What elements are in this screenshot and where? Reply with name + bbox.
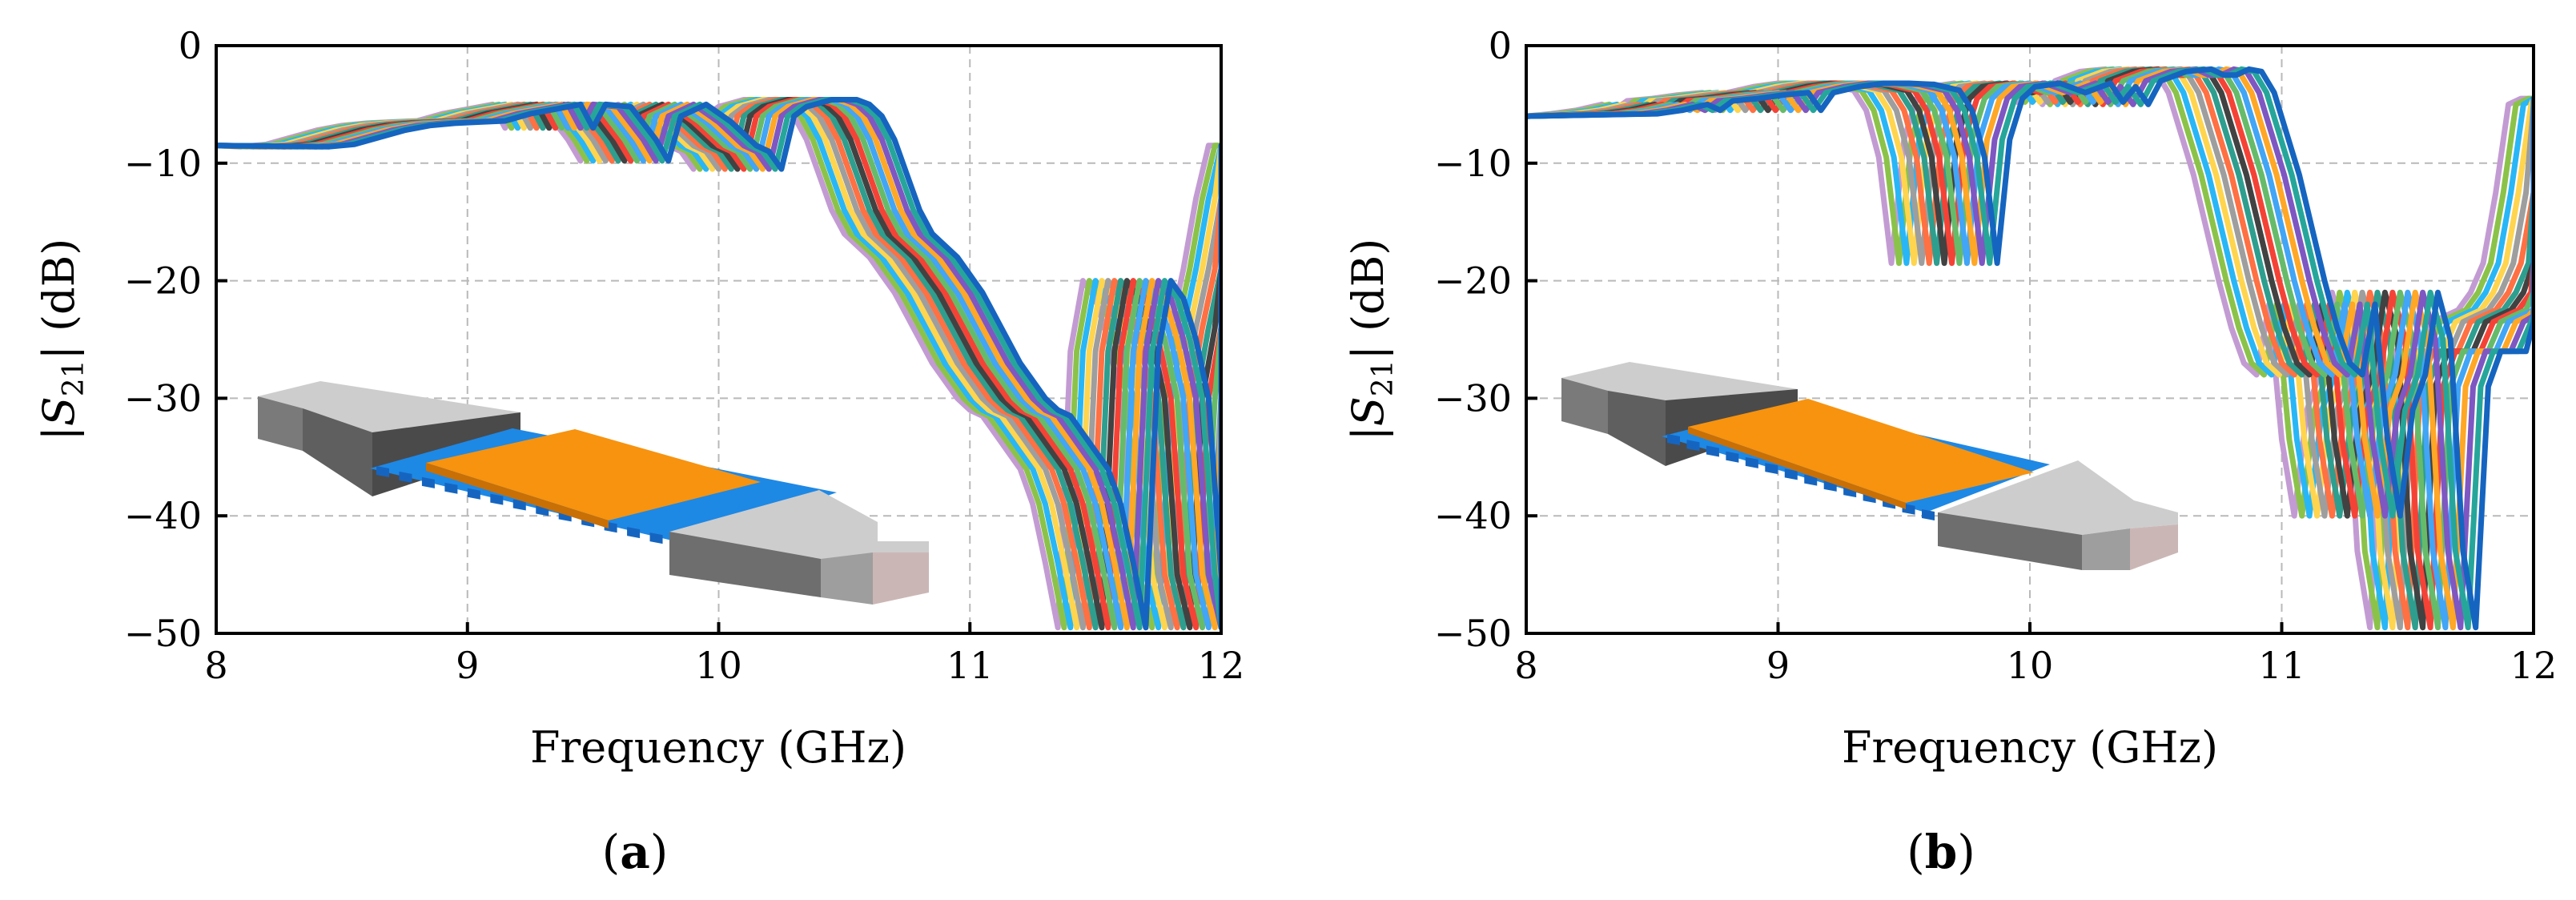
- comb-tooth: [376, 466, 389, 477]
- input-taper-front: [258, 396, 303, 451]
- comb-teeth-a: [376, 466, 685, 549]
- x-tick-label: 8: [1514, 644, 1537, 687]
- comb-tooth: [512, 499, 526, 511]
- y-tick-label: −10: [124, 142, 202, 185]
- comb-tooth: [467, 488, 480, 500]
- comb-tooth: [1667, 434, 1680, 445]
- device-illustration-a: [258, 381, 929, 605]
- x-tick-label: 9: [456, 644, 479, 687]
- series-group-a: [216, 97, 1221, 631]
- panel-label-b: (b): [1907, 825, 1975, 879]
- y-tick-label: −30: [1434, 376, 1512, 420]
- x-tick-label: 11: [946, 644, 994, 687]
- output-block-front: [669, 532, 821, 597]
- axis-ticks-a: 8 9 10 11 12 0 −10 −20 −30 −40 −50: [124, 24, 1244, 687]
- dielectric-slab-top: [426, 429, 761, 520]
- output-taper-front: [2082, 528, 2130, 570]
- output-taper-top: [1938, 460, 2178, 535]
- x-tick-label: 8: [204, 644, 227, 687]
- series-group-b: [1526, 66, 2534, 631]
- y-tick-label: −50: [124, 612, 202, 655]
- x-tick-label: 12: [2510, 644, 2558, 687]
- series-line-15: [216, 97, 1221, 631]
- x-tick-label: 10: [695, 644, 742, 687]
- comb-tooth: [1745, 456, 1758, 468]
- comb-tooth: [399, 471, 412, 483]
- series-line-15: [1526, 66, 2534, 631]
- input-taper-side: [1608, 391, 1666, 466]
- panel-label-a: (a): [602, 825, 669, 879]
- y-tick-label: 0: [179, 24, 202, 67]
- y-tick-label: −50: [1434, 612, 1512, 655]
- x-axis-title-a: Frequency (GHz): [530, 722, 906, 773]
- y-tick-label: −20: [1434, 259, 1512, 303]
- y-tick-label: −10: [1434, 142, 1512, 185]
- y-axis-title-b: |S21| (dB): [1343, 239, 1400, 441]
- comb-tooth: [1784, 468, 1798, 480]
- dielectric-slab-top: [1688, 399, 2034, 503]
- comb-tooth: [649, 532, 663, 544]
- x-axis-title-b: Frequency (GHz): [1842, 722, 2218, 773]
- dielectric-slab-edge: [1688, 427, 1906, 509]
- comb-tooth: [1922, 509, 1935, 520]
- panel-b: 8 9 10 11 12 0 −10 −20 −30 −40 −50 Frequency (GHz)…: [1343, 24, 2557, 879]
- comb-tooth: [444, 482, 458, 494]
- y-tick-label: −20: [124, 259, 202, 303]
- y-axis-title-a: |S21| (dB): [34, 239, 90, 441]
- output-port-face: [873, 552, 929, 605]
- comb-tooth: [1804, 474, 1818, 486]
- comb-tooth: [627, 527, 641, 539]
- x-tick-label: 9: [1766, 644, 1790, 687]
- x-tick-label: 11: [2258, 644, 2305, 687]
- y-tick-label: −40: [124, 494, 202, 537]
- y-tick-label: −30: [124, 376, 202, 420]
- input-taper-side: [303, 408, 372, 496]
- comb-tooth: [1765, 463, 1778, 475]
- panel-a: 8 9 10 11 12 0 −10 −20 −30 −40 −50 Frequency (GHz)…: [34, 24, 1244, 879]
- y-tick-label: 0: [1489, 24, 1512, 67]
- axis-ticks-b: 8 9 10 11 12 0 −10 −20 −30 −40 −50: [1434, 24, 2557, 687]
- comb-tooth: [1706, 445, 1719, 457]
- dielectric-slab-edge: [426, 463, 609, 528]
- y-tick-label: −40: [1434, 494, 1512, 537]
- comb-tooth: [421, 476, 435, 488]
- x-tick-label: 10: [2007, 644, 2054, 687]
- comb-tooth: [490, 493, 504, 505]
- x-tick-label: 12: [1198, 644, 1245, 687]
- output-block-front: [1938, 512, 2082, 570]
- device-illustration-b: [1561, 362, 2178, 570]
- comb-tooth: [1726, 451, 1739, 463]
- input-taper-top: [258, 381, 520, 432]
- input-taper-front: [1561, 378, 1608, 434]
- output-port-face: [2130, 524, 2178, 570]
- comb-tooth: [1686, 440, 1700, 452]
- output-taper-front: [821, 552, 873, 605]
